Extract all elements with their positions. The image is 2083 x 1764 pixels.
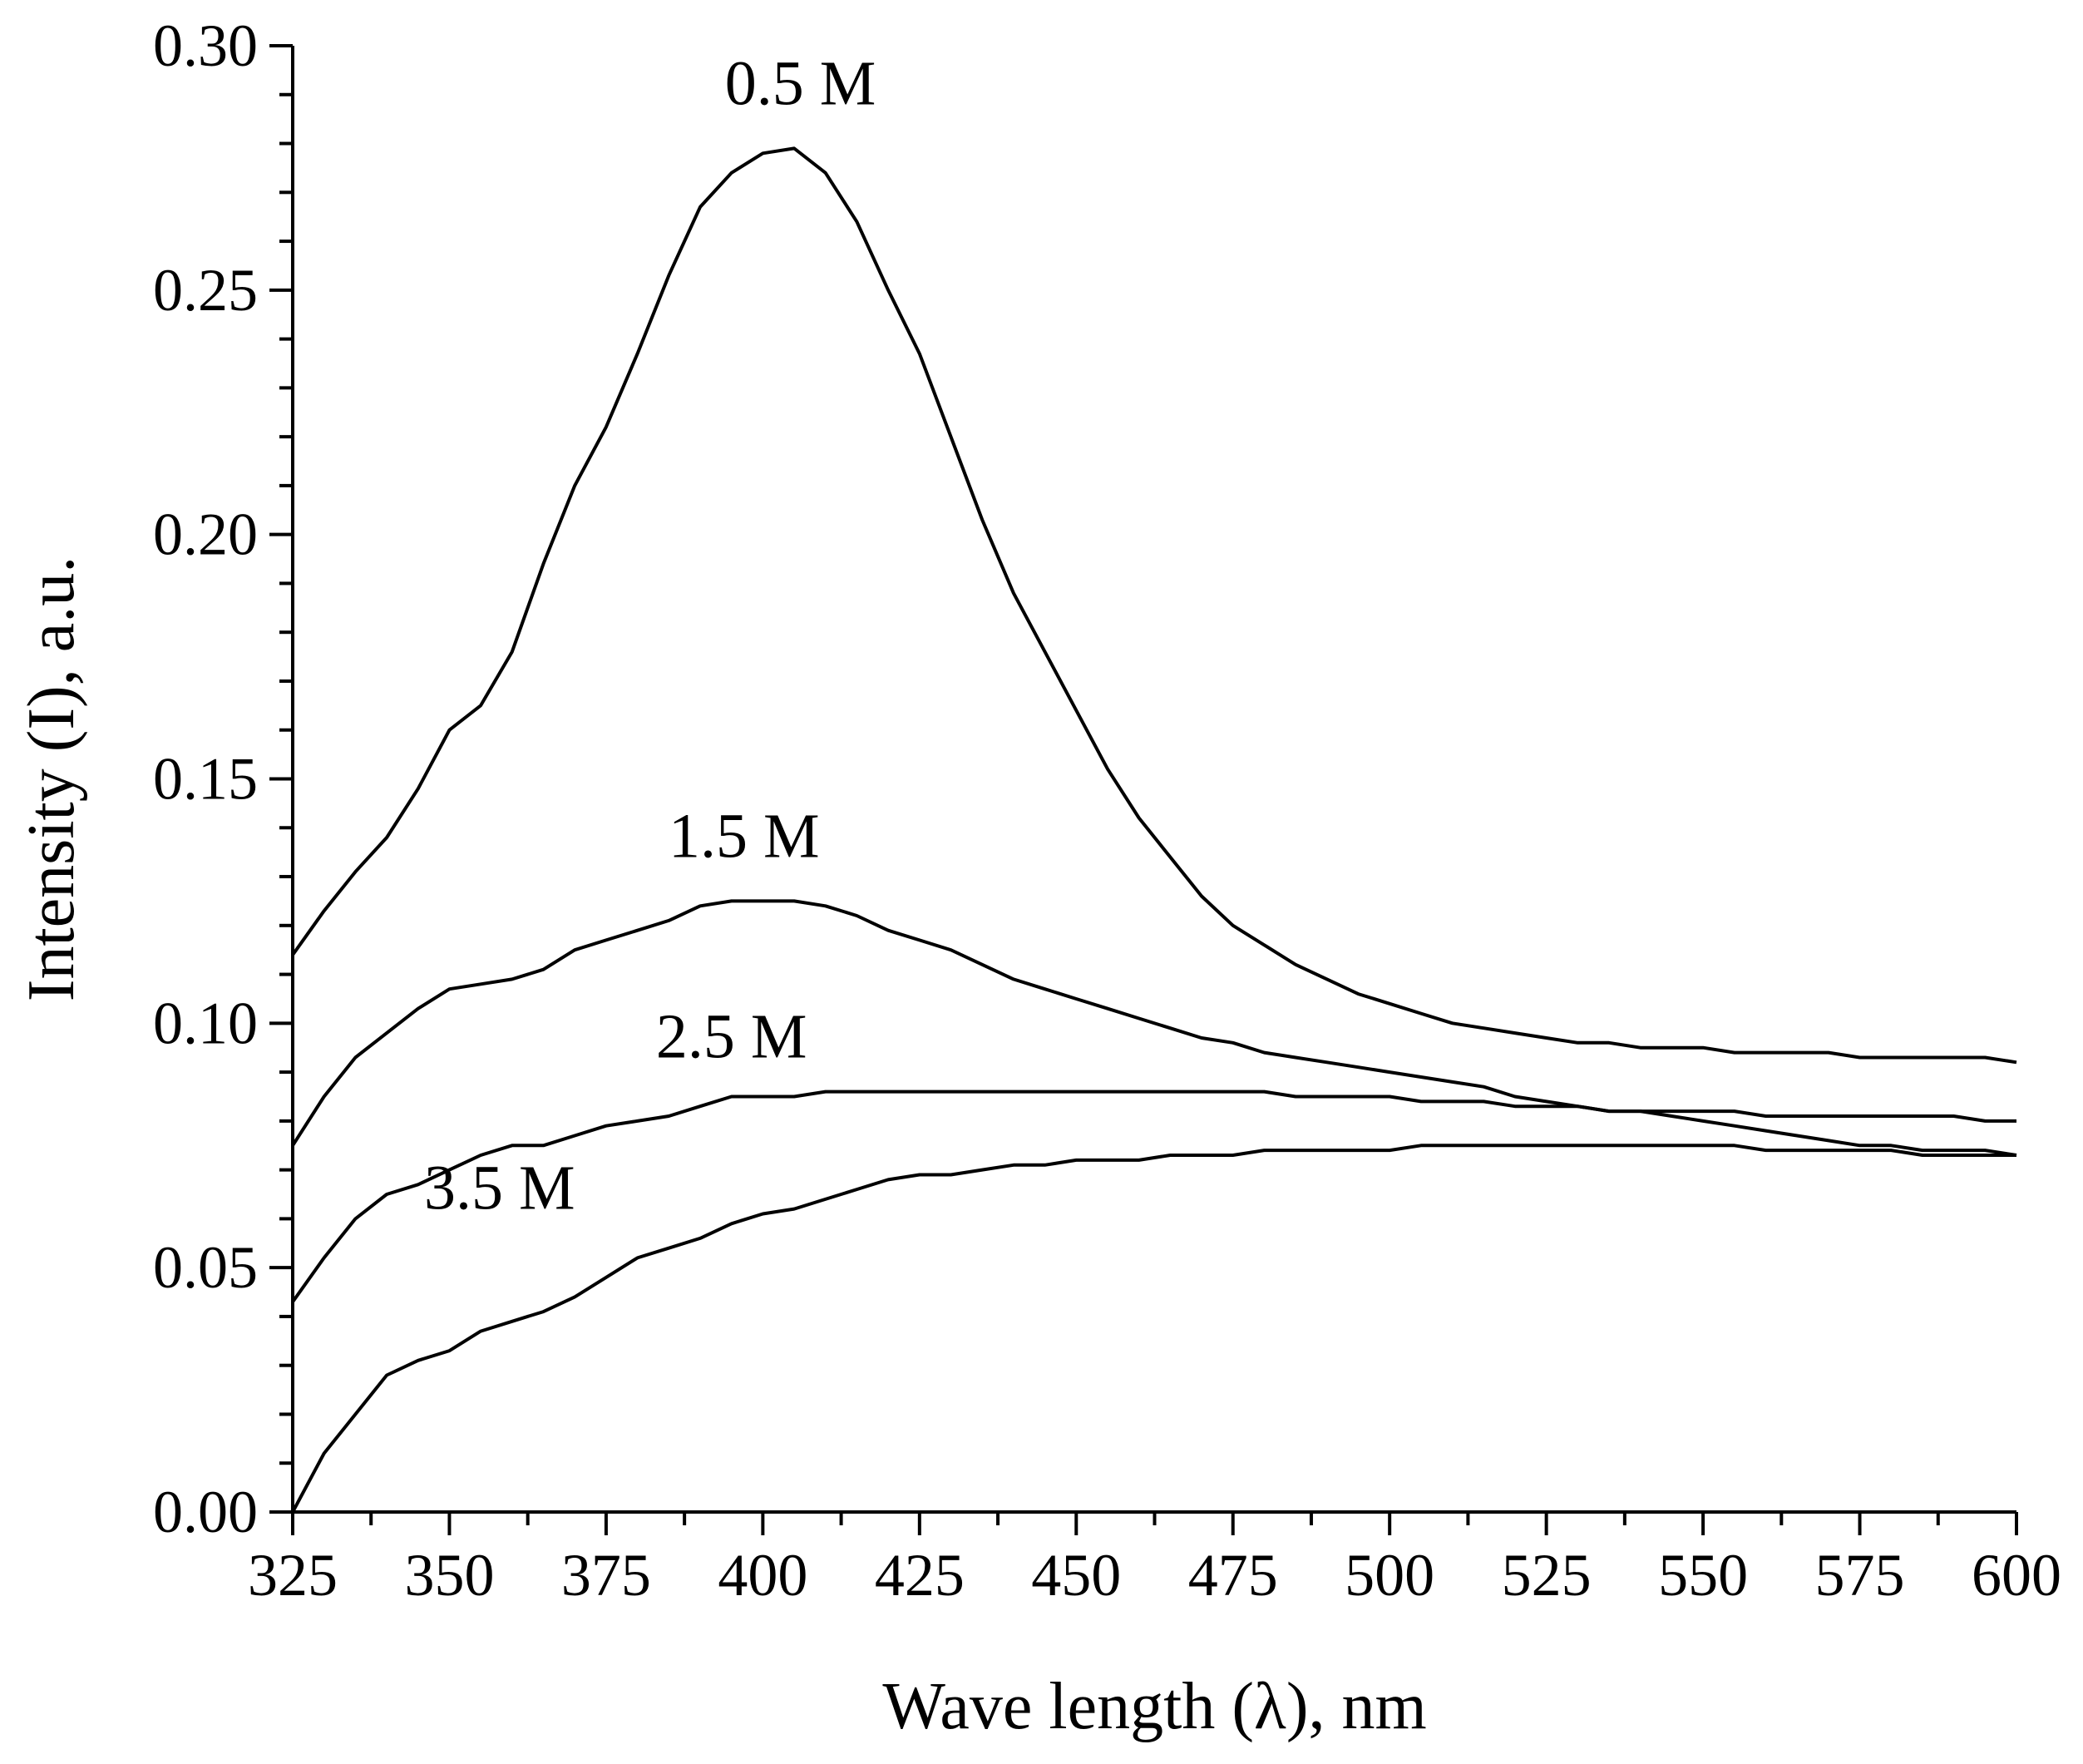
x-tick-label: 500: [1345, 1542, 1434, 1608]
x-tick-label: 525: [1502, 1542, 1592, 1608]
series-line-3: [291, 1090, 2016, 1303]
series-label: 1.5 M: [669, 802, 820, 872]
x-tick-label: 425: [875, 1542, 965, 1608]
x-tick-label: 550: [1658, 1542, 1748, 1608]
x-tick-label: 400: [718, 1542, 807, 1608]
y-tick-label: 0.30: [153, 12, 258, 79]
y-tick-label: 0.05: [153, 1234, 258, 1301]
x-tick-label: 325: [248, 1542, 338, 1608]
y-tick-label: 0.25: [153, 257, 258, 324]
series-label: 0.5 M: [725, 49, 876, 119]
y-axis-title: Intensity (I), a.u.: [15, 556, 88, 1001]
x-tick-label: 450: [1031, 1542, 1121, 1608]
x-tick-label: 575: [1815, 1542, 1905, 1608]
y-axis-ticks: 0.00 0.05 0.10 0.15 0.20 0.25 0.30: [153, 12, 293, 1545]
y-tick-label: 0.10: [153, 990, 258, 1056]
series-line-2: [291, 899, 2017, 1157]
x-axis-ticks: 325 350 375 400 425 450 475 500 525 550 575 600: [248, 1512, 2061, 1608]
x-tick-label: 475: [1188, 1542, 1278, 1608]
series-line-1: [291, 146, 2017, 1065]
series-line-4: [291, 1144, 2016, 1513]
y-tick-label: 0.20: [153, 502, 258, 568]
x-tick-label: 375: [561, 1542, 651, 1608]
x-tick-label: 600: [1972, 1542, 2061, 1608]
series-labels: 0.5 M 1.5 M 2.5 M 3.5 M: [424, 49, 876, 1223]
series-label: 3.5 M: [424, 1154, 575, 1223]
y-tick-label: 0.15: [153, 746, 258, 813]
series-group: [291, 146, 2017, 1513]
y-tick-label: 0.00: [153, 1479, 258, 1545]
x-tick-label: 350: [404, 1542, 494, 1608]
x-axis-title: Wave length (λ), nm: [882, 1670, 1426, 1743]
series-label: 2.5 M: [656, 1001, 807, 1071]
